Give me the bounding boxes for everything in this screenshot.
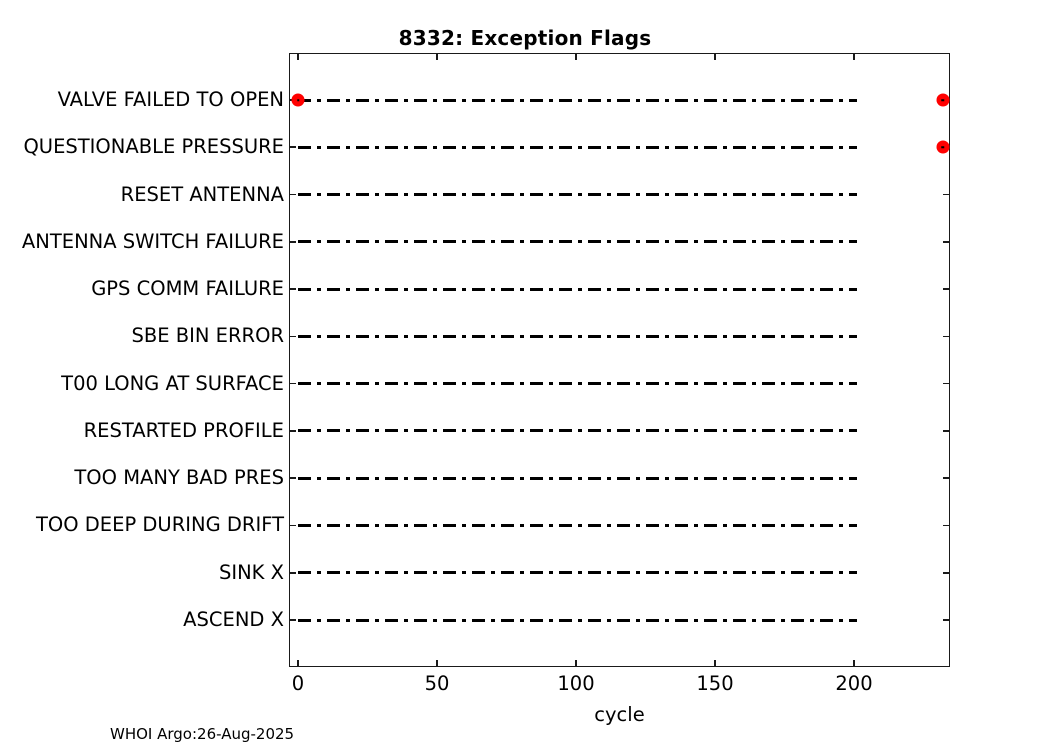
x-axis-tick-label: 50 (424, 672, 450, 695)
x-axis-title: cycle (594, 703, 645, 726)
y-axis-tick-label: QUESTIONABLE PRESSURE (23, 135, 284, 159)
y-axis-tick-label: GPS COMM FAILURE (91, 277, 284, 301)
y-axis-tick-label: SBE BIN ERROR (131, 324, 284, 348)
y-axis-tick-label: RESET ANTENNA (120, 182, 284, 206)
y-axis-tick-label: ASCEND X (183, 608, 284, 631)
y-axis-tick-label: VALVE FAILED TO OPEN (57, 88, 284, 111)
y-axis-tick-label: TOO DEEP DURING DRIFT (35, 513, 284, 537)
y-axis-tick-label: ANTENNA SWITCH FAILURE (21, 229, 284, 253)
footer-attribution: WHOI Argo:26-Aug-2025 (110, 725, 295, 743)
plot-axes-frame (289, 53, 950, 667)
y-axis-tick-label: RESTARTED PROFILE (83, 418, 284, 442)
x-axis-tick-label: 100 (557, 672, 595, 695)
y-axis-tick-label: T00 LONG AT SURFACE (61, 371, 284, 395)
x-axis-tick-label: 150 (696, 672, 734, 695)
x-axis-tick-label: 200 (835, 672, 873, 695)
x-axis-tick-label: 0 (291, 672, 305, 695)
y-axis-tick-label: SINK X (218, 560, 284, 584)
page-title: 8332: Exception Flags (398, 26, 652, 50)
y-axis-tick-label: TOO MANY BAD PRES (74, 466, 284, 490)
